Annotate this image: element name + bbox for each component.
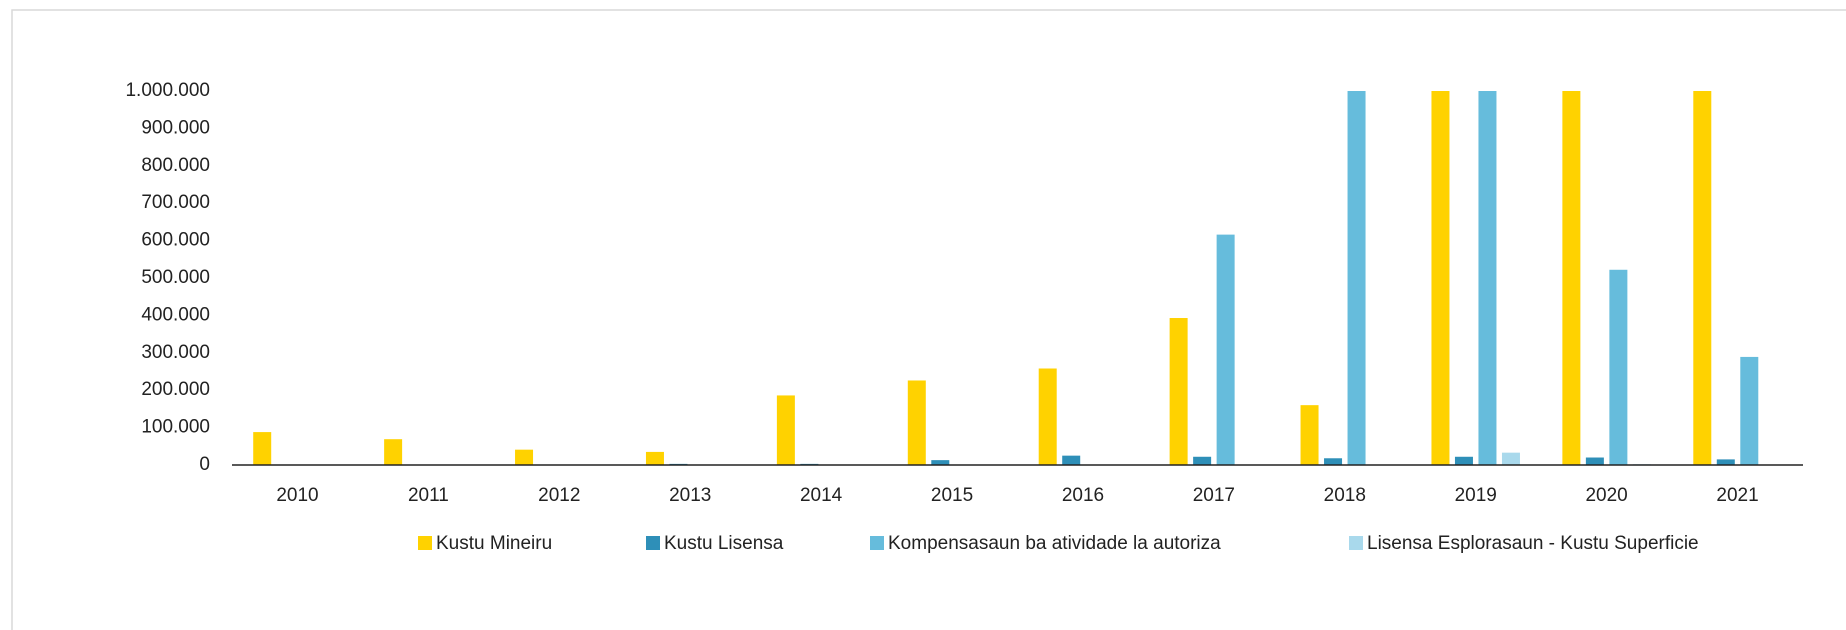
x-tick-label: 2014 xyxy=(800,485,843,506)
bar xyxy=(931,460,950,465)
chart-frame xyxy=(11,9,1846,630)
bar xyxy=(1693,91,1712,465)
legend-label: Kompensasaun ba atividade la autoriza xyxy=(888,533,1221,554)
bar xyxy=(1562,91,1581,465)
y-tick-label: 700.000 xyxy=(141,192,210,213)
bar xyxy=(1193,456,1212,465)
y-tick-label: 300.000 xyxy=(141,342,210,363)
x-tick-label: 2017 xyxy=(1193,485,1235,506)
x-tick-label: 2016 xyxy=(1062,485,1104,506)
bar xyxy=(1169,318,1188,465)
y-tick-label: 100.000 xyxy=(141,417,210,438)
x-tick-label: 2013 xyxy=(669,485,711,506)
bar xyxy=(1431,91,1450,465)
bar xyxy=(384,439,403,465)
bar xyxy=(1062,455,1081,465)
legend-label: Lisensa Esplorasaun - Kustu Superficie xyxy=(1367,533,1699,554)
legend-swatch xyxy=(1349,536,1363,550)
bar xyxy=(1216,234,1235,465)
legend-swatch xyxy=(418,536,432,550)
bar xyxy=(1324,458,1343,465)
y-tick-label: 900.000 xyxy=(141,117,210,138)
legend-swatch xyxy=(646,536,660,550)
y-tick-label: 400.000 xyxy=(141,304,210,325)
legend-label: Kustu Mineiru xyxy=(436,533,552,554)
y-tick-label: 500.000 xyxy=(141,267,210,288)
bar xyxy=(1501,452,1520,465)
x-tick-label: 2019 xyxy=(1455,485,1497,506)
bar xyxy=(1478,91,1497,465)
bar xyxy=(1609,269,1628,465)
x-tick-label: 2020 xyxy=(1585,485,1627,506)
x-tick-label: 2012 xyxy=(538,485,580,506)
bar xyxy=(907,380,926,465)
x-tick-label: 2015 xyxy=(931,485,973,506)
bar xyxy=(515,449,534,465)
bar xyxy=(253,432,272,465)
legend-label: Kustu Lisensa xyxy=(664,533,784,554)
y-tick-label: 0 xyxy=(199,454,210,475)
x-tick-label: 2021 xyxy=(1716,485,1758,506)
legend-swatch xyxy=(870,536,884,550)
bar xyxy=(645,451,664,465)
bar xyxy=(1740,356,1759,465)
bar xyxy=(1347,91,1366,465)
bar xyxy=(1038,368,1057,465)
y-tick-label: 600.000 xyxy=(141,230,210,251)
bar xyxy=(1585,457,1604,465)
bar xyxy=(776,395,795,465)
y-tick-label: 800.000 xyxy=(141,155,210,176)
bar xyxy=(1300,405,1319,465)
bar xyxy=(1454,456,1473,465)
bar xyxy=(1716,459,1735,465)
y-tick-label: 1.000.000 xyxy=(125,80,210,101)
y-tick-label: 200.000 xyxy=(141,379,210,400)
x-tick-label: 2010 xyxy=(276,485,318,506)
x-tick-label: 2011 xyxy=(408,485,449,506)
x-tick-label: 2018 xyxy=(1324,485,1366,506)
